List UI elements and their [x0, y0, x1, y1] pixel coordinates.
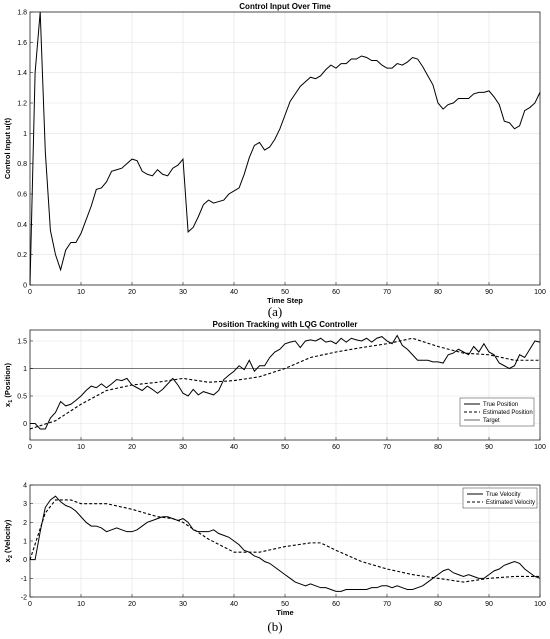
- x-tick-label: 70: [383, 601, 391, 608]
- legend: True Position Estimated Position Target: [459, 397, 535, 427]
- y-tick-label: 0.8: [17, 161, 27, 168]
- x-tick-label: 100: [534, 601, 546, 608]
- y-tick-label: 0.6: [17, 192, 27, 199]
- y-axis-label: x2 (Velocity): [3, 519, 14, 562]
- chart-1: 0 10 20 30 40 50 60 70 80 90 100 0 0.2 0.4 0.6 0.8 1 1.2 1…: [3, 2, 546, 305]
- panel-label-a: (a): [268, 304, 282, 319]
- x-tick-label: 80: [434, 601, 442, 608]
- x-tick-label: 70: [383, 444, 391, 451]
- y-tick-label: 0: [23, 283, 27, 290]
- x-tick-label: 60: [332, 444, 340, 451]
- y-tick-label: 2: [23, 520, 27, 527]
- y-tick-label: 1.8: [17, 10, 27, 17]
- legend-label: Target: [483, 418, 500, 424]
- series-line-1: [30, 495, 541, 592]
- y-tick-label: -2: [21, 595, 27, 602]
- x-tick-label: 80: [434, 444, 442, 451]
- legend-box: [459, 397, 535, 427]
- x-tick-label: 10: [77, 444, 85, 451]
- x-axis-label: Time Step: [267, 296, 303, 305]
- x-tick-label: 40: [230, 444, 238, 451]
- legend-label: True Velocity: [486, 492, 520, 498]
- x-tick-label: 80: [434, 289, 442, 296]
- y-tick-label: 4: [23, 483, 27, 490]
- x-tick-label: 50: [281, 289, 289, 296]
- x-tick-label: 60: [332, 601, 340, 608]
- x-tick-label: 90: [485, 601, 493, 608]
- x-tick-label: 40: [230, 601, 238, 608]
- chart-3: 0 10 20 30 40 50 60 70 80 90 100 -2 -1 0 1 2 3 4 Time x2 (V…: [3, 483, 546, 618]
- x-tick-label: 0: [28, 444, 32, 451]
- y-tick-label: 1: [23, 131, 27, 138]
- legend: True Velocity Estimated Velocity: [462, 487, 538, 509]
- y-axis-label: x1 (Position): [3, 363, 14, 407]
- x-tick-label: 10: [77, 601, 85, 608]
- x-tick-label: 50: [281, 444, 289, 451]
- y-tick-label: 1.6: [17, 40, 27, 47]
- y-tick-label: 0: [23, 557, 27, 564]
- chart-title: Control Input Over Time: [239, 2, 331, 11]
- legend-label: True Position: [483, 402, 518, 408]
- y-tick-label: 1: [23, 539, 27, 546]
- x-tick-label: 60: [332, 289, 340, 296]
- x-tick-label: 90: [485, 289, 493, 296]
- x-tick-label: 20: [128, 289, 136, 296]
- x-tick-label: 70: [383, 289, 391, 296]
- x-tick-label: 0: [28, 289, 32, 296]
- x-tick-label: 100: [534, 444, 546, 451]
- x-tick-label: 30: [179, 601, 187, 608]
- legend-label: Estimated Position: [483, 410, 533, 416]
- y-tick-label: 0.2: [17, 252, 27, 259]
- chart-title: Position Tracking with LQG Controller: [213, 320, 358, 329]
- y-tick-label: 0.4: [17, 222, 27, 229]
- y-tick-label: 0: [23, 421, 27, 428]
- y-tick-label: 1: [23, 366, 27, 373]
- x-tick-label: 30: [179, 289, 187, 296]
- chart-2: 0 10 20 30 40 50 60 70 80 90 100 0 0.5 1 1.5 Position T…: [3, 320, 546, 451]
- series-line-2: [29, 499, 540, 583]
- y-tick-label: 1.2: [17, 101, 27, 108]
- x-tick-label: 20: [128, 601, 136, 608]
- x-tick-label: 50: [281, 601, 289, 608]
- panel-label-b: (b): [267, 619, 282, 634]
- x-axis-label: Time: [276, 608, 293, 617]
- y-axis-label: Control Input u(t): [3, 117, 12, 179]
- legend-box: [462, 487, 538, 509]
- x-tick-label: 20: [128, 444, 136, 451]
- x-tick-label: 90: [485, 444, 493, 451]
- y-tick-label: 0.5: [17, 394, 27, 401]
- y-tick-label: -1: [21, 576, 27, 583]
- series-line-1: [30, 334, 541, 430]
- y-tick-label: 1.5: [17, 339, 27, 346]
- x-tick-label: 100: [534, 289, 546, 296]
- y-tick-label: 3: [23, 501, 27, 508]
- x-tick-label: 30: [179, 444, 187, 451]
- y-tick-label: 1.4: [17, 70, 27, 77]
- x-tick-label: 10: [77, 289, 85, 296]
- series-line-1: [29, 11, 541, 286]
- x-tick-label: 40: [230, 289, 238, 296]
- x-tick-label: 0: [28, 601, 32, 608]
- legend-label: Estimated Velocity: [486, 500, 535, 506]
